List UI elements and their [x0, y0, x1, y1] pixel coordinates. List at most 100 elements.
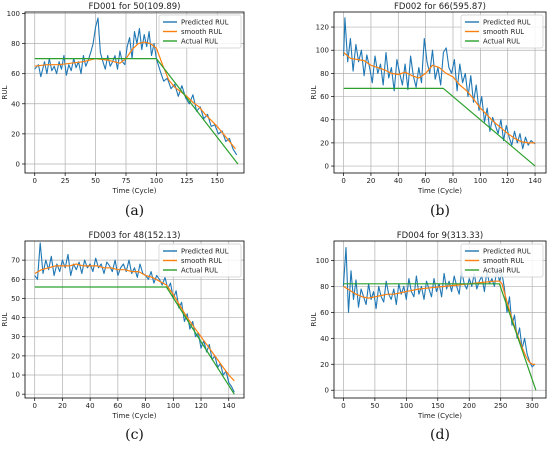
series-line-3 — [34, 286, 235, 395]
y-tick-label: 20 — [320, 139, 329, 147]
x-axis-label: Time (Cycle) — [112, 187, 157, 195]
legend-label: smooth RUL — [181, 28, 222, 36]
legend-label: Actual RUL — [181, 37, 218, 45]
x-tick-label: 150 — [431, 402, 444, 410]
chart-panel: 0 20 40 60 80 100 120 140 0 20 40 60 80 100 120 FD002 f… — [310, 2, 547, 219]
legend-box — [460, 243, 544, 278]
x-tick-label: 125 — [180, 177, 193, 185]
x-tick-label: 100 — [474, 177, 487, 185]
x-tick-label: 20 — [58, 402, 67, 410]
x-tick-label: 100 — [167, 402, 180, 410]
x-tick-label: 0 — [32, 402, 36, 410]
x-tick-label: 300 — [525, 402, 538, 410]
y-tick-label: 20 — [11, 130, 20, 138]
x-tick-label: 25 — [61, 177, 70, 185]
series-line-3 — [343, 283, 537, 391]
y-tick-label: 40 — [11, 314, 20, 322]
panel-caption: (b) — [430, 203, 450, 219]
y-tick-label: 80 — [320, 70, 329, 78]
y-tick-label: 10 — [11, 372, 20, 380]
legend-box — [158, 14, 242, 49]
x-tick-label: 50 — [370, 402, 379, 410]
x-tick-label: 20 — [366, 177, 375, 185]
chart-panel: 0 25 50 75 100 125 150 0 20 40 60 80 100 FD001 for 50… — [1, 2, 245, 219]
legend-box — [460, 14, 544, 49]
chart-title: FD004 for 9(313.33) — [397, 231, 484, 241]
y-tick-label: 120 — [316, 24, 329, 32]
series-line-2 — [343, 52, 536, 144]
plot-frame — [24, 11, 245, 174]
x-axis-label: Time (Cycle) — [112, 412, 157, 420]
x-tick-label: 80 — [449, 177, 458, 185]
series-line-3 — [34, 57, 239, 165]
x-tick-label: 0 — [341, 402, 345, 410]
y-tick-label: 0 — [325, 387, 329, 395]
x-tick-label: 100 — [150, 177, 163, 185]
y-axis-label: RUL — [1, 85, 9, 99]
x-axis-label: Time (Cycle) — [417, 187, 462, 195]
legend-label: smooth RUL — [181, 257, 222, 265]
y-tick-label: 80 — [320, 283, 329, 291]
legend-label: smooth RUL — [483, 28, 524, 36]
x-tick-label: 100 — [400, 402, 413, 410]
chart-title: FD003 for 48(152.13) — [89, 231, 181, 241]
x-tick-label: 40 — [86, 402, 95, 410]
y-tick-label: 50 — [11, 295, 20, 303]
y-tick-label: 70 — [11, 257, 20, 265]
x-tick-label: 140 — [222, 402, 235, 410]
x-tick-label: 0 — [341, 177, 345, 185]
legend-label: smooth RUL — [483, 257, 524, 265]
x-tick-label: 50 — [91, 177, 100, 185]
x-tick-label: 60 — [421, 177, 430, 185]
x-tick-label: 80 — [141, 402, 150, 410]
y-axis-label: RUL — [310, 312, 318, 326]
panel-caption: (d) — [430, 427, 450, 443]
x-tick-label: 250 — [494, 402, 507, 410]
legend-label: Predicted RUL — [181, 18, 229, 26]
y-tick-label: 100 — [316, 47, 329, 55]
legend-label: Actual RUL — [483, 266, 520, 274]
panel-caption: (a) — [125, 203, 144, 219]
y-tick-label: 100 — [7, 10, 20, 18]
legend-label: Predicted RUL — [181, 247, 229, 255]
x-tick-label: 60 — [113, 402, 122, 410]
y-axis-label: RUL — [1, 312, 9, 326]
series-line-2 — [34, 263, 235, 382]
plot-frame — [333, 11, 547, 174]
series-line-1 — [343, 17, 536, 150]
x-tick-label: 200 — [463, 402, 476, 410]
legend-box — [158, 243, 242, 278]
y-tick-label: 60 — [11, 70, 20, 78]
series-line-1 — [34, 17, 238, 156]
y-tick-label: 40 — [11, 100, 20, 108]
chart-title: FD002 for 66(595.87) — [394, 2, 486, 12]
x-tick-label: 120 — [194, 402, 207, 410]
y-tick-label: 40 — [320, 335, 329, 343]
y-tick-label: 20 — [11, 352, 20, 360]
legend-label: Actual RUL — [181, 266, 218, 274]
x-tick-label: 0 — [32, 177, 36, 185]
series-line-2 — [343, 280, 536, 365]
plot-frame — [333, 240, 547, 399]
legend-label: Predicted RUL — [483, 18, 531, 26]
legend-label: Predicted RUL — [483, 247, 531, 255]
y-tick-label: 60 — [320, 93, 329, 101]
y-tick-label: 20 — [320, 361, 329, 369]
plot-frame — [24, 240, 245, 399]
x-tick-label: 40 — [394, 177, 403, 185]
x-tick-label: 75 — [122, 177, 131, 185]
x-axis-label: Time (Cycle) — [417, 412, 462, 420]
series-line-2 — [34, 41, 236, 150]
chart-panel: 0 50 100 150 200 250 300 0 20 40 60 80 100 FD004 for … — [310, 231, 547, 443]
chart-title: FD001 for 50(109.89) — [89, 2, 181, 12]
y-axis-label: RUL — [310, 85, 318, 99]
y-tick-label: 100 — [316, 257, 329, 265]
y-tick-label: 0 — [16, 160, 20, 168]
panel-caption: (c) — [125, 427, 144, 443]
y-tick-label: 30 — [11, 333, 20, 341]
x-tick-label: 140 — [528, 177, 541, 185]
